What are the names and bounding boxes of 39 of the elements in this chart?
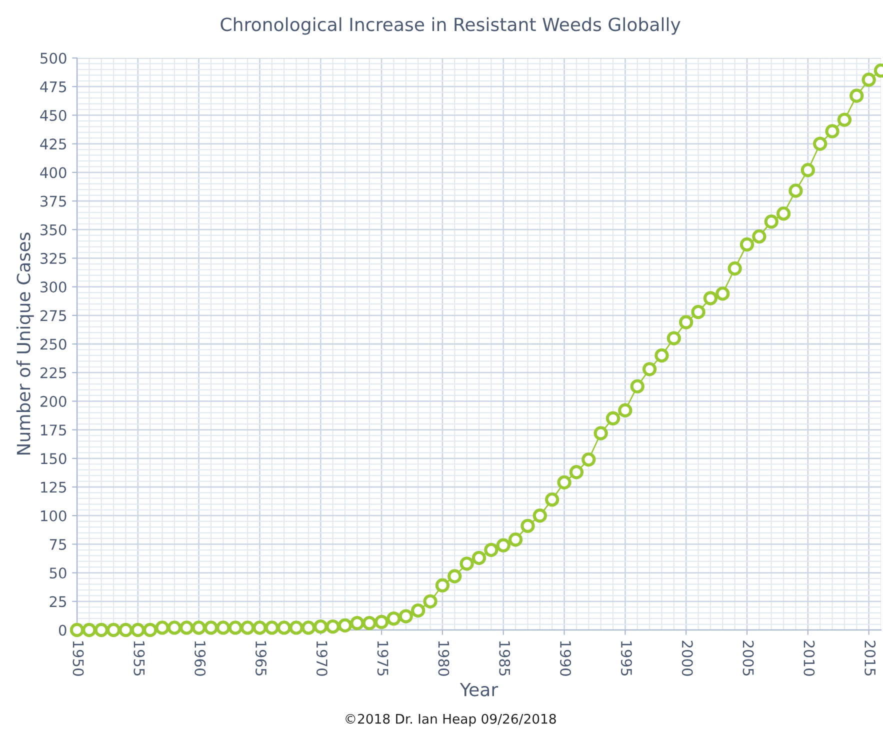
y-tick-label: 0 [58, 624, 66, 636]
text: ©2018 Dr. Ian Heap 09/26/2018 [346, 714, 556, 726]
y-tick-label: 325 [40, 252, 66, 264]
x-tick-label: 1975 [377, 641, 388, 676]
x-tick-label: 2000 [682, 640, 693, 676]
x-tick-label: 2015 [864, 640, 876, 676]
y-tick-label: 450 [40, 110, 66, 121]
x-tick-label: 1950 [72, 641, 84, 676]
y-tick-label: 400 [40, 167, 66, 178]
y-tick-label: 225 [40, 367, 66, 378]
x-tick-label: 1995 [620, 641, 632, 676]
y-tick-label: 475 [40, 82, 66, 92]
x-tick-label: 1970 [316, 641, 328, 676]
y-tick-label: 150 [41, 453, 66, 464]
y-tick-label: 25 [50, 596, 66, 608]
x-tick-label: 1990 [560, 641, 572, 676]
y-tick-label: 100 [41, 510, 66, 522]
x-tick-label: 2005 [742, 640, 754, 676]
x-tick-label: 1960 [194, 641, 206, 676]
y-tick-label: 300 [40, 282, 66, 293]
y-tick-label: 75 [50, 539, 66, 550]
x-tick-label: 1965 [255, 641, 267, 676]
y-tick-label: 125 [41, 482, 66, 493]
y-tick-label: 200 [40, 396, 66, 407]
x-axis-title: Year [460, 682, 498, 696]
chart-title: Chronological Increase in Resistant Weeds Globally [220, 17, 680, 35]
y-tick-label: 425 [40, 138, 66, 150]
y-tick-label: 175 [41, 424, 66, 436]
y-tick-label: 50 [50, 568, 66, 579]
x-tick-label: 1955 [134, 641, 145, 676]
y-tick-label: 250 [40, 338, 66, 350]
y-tick-label: 375 [40, 196, 66, 207]
y-tick-label: 500 [40, 52, 66, 64]
y-tick-label: 350 [40, 224, 66, 236]
x-tick-label: 1985 [499, 641, 510, 676]
y-axis-title: Number of Unique Cases [16, 232, 34, 454]
x-tick-label: 2010 [804, 640, 815, 676]
y-tick-label: 275 [40, 310, 66, 322]
x-tick-label: 1980 [438, 641, 450, 676]
